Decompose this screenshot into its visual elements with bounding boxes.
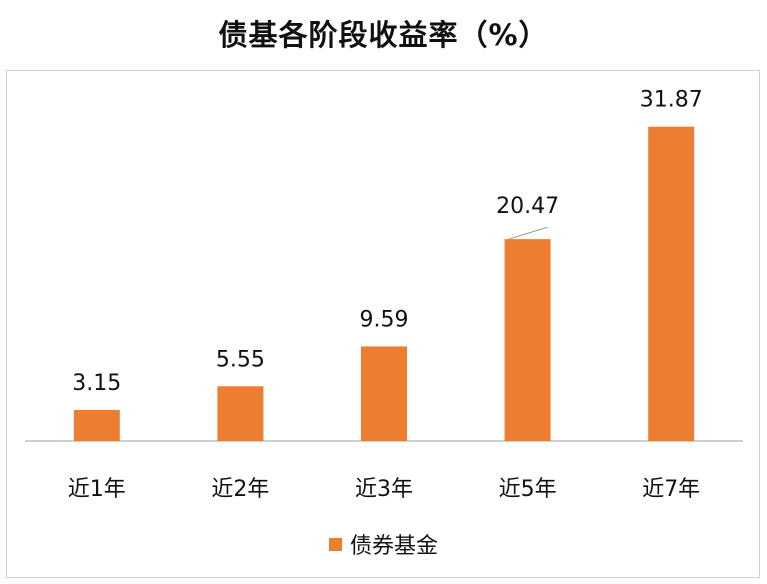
chart-title: 债基各阶段收益率（%）: [218, 18, 549, 52]
bar-1: [217, 386, 264, 441]
data-label-0: 3.15: [72, 371, 121, 396]
legend: 债券基金: [0, 528, 767, 560]
x-tick-label-3: 近5年: [499, 477, 557, 502]
x-tick-label-0: 近1年: [68, 477, 126, 502]
data-label-2: 9.59: [360, 307, 409, 332]
x-tick-label-4: 近7年: [642, 477, 700, 502]
bar-3: [504, 239, 551, 441]
x-tick-label-2: 近3年: [355, 477, 413, 502]
legend-swatch: [328, 537, 342, 551]
data-label-4: 31.87: [640, 88, 703, 113]
bar-0: [73, 409, 120, 441]
x-tick-label-1: 近2年: [211, 477, 269, 502]
bar-2: [361, 346, 407, 441]
data-label-3: 20.47: [496, 194, 559, 219]
data-label-1: 5.55: [216, 347, 265, 372]
bar-4: [648, 126, 695, 442]
leader-line-3: [508, 226, 548, 240]
legend-label: 债券基金: [349, 534, 438, 559]
plot-frame: [6, 70, 760, 578]
